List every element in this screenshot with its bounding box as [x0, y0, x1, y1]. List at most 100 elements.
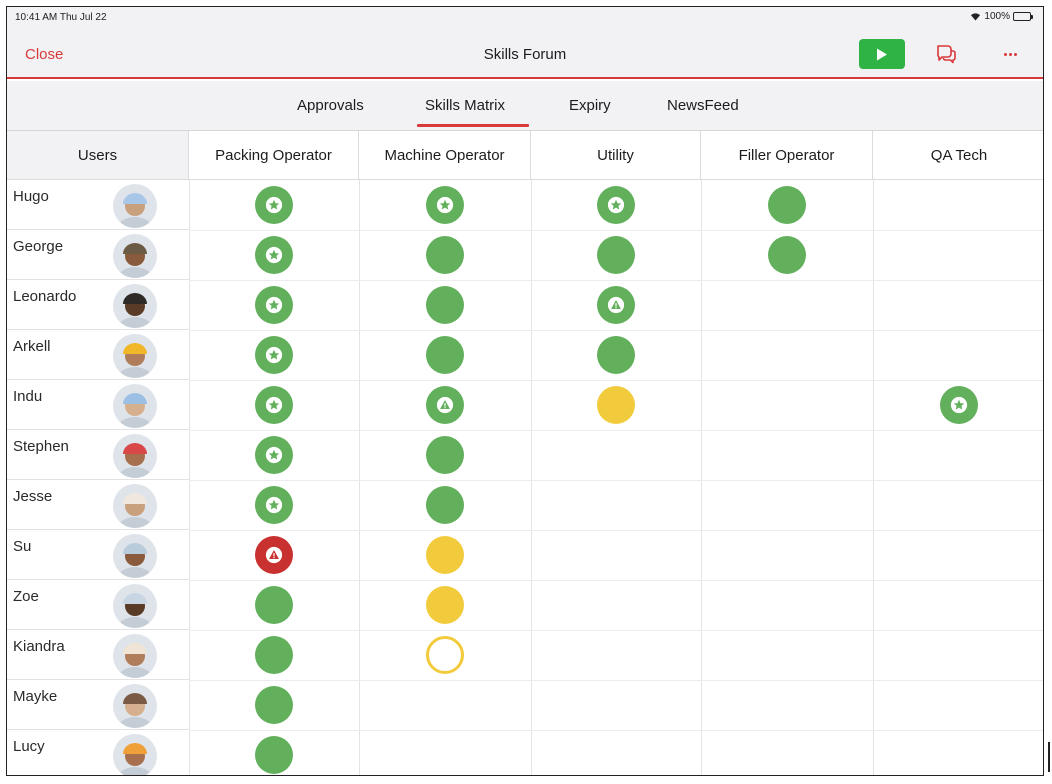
side-scroll-marker	[1048, 742, 1050, 772]
user-name: George	[13, 238, 64, 255]
warning-icon	[607, 296, 625, 314]
row-divider	[189, 280, 1043, 281]
warning-icon	[265, 546, 283, 564]
close-button[interactable]: Close	[25, 46, 64, 63]
skill-complete-marker[interactable]	[255, 686, 293, 724]
tab-approvals[interactable]: Approvals	[297, 97, 364, 114]
column-divider	[873, 180, 874, 775]
skill-complete-marker[interactable]	[426, 486, 464, 524]
user-row-indu[interactable]: Indu	[7, 380, 189, 430]
skill-complete-marker[interactable]	[768, 236, 806, 274]
skill-star-marker[interactable]	[255, 236, 293, 274]
star-icon	[265, 496, 283, 514]
row-divider	[189, 430, 1043, 431]
skill-alert-marker[interactable]	[255, 536, 293, 574]
row-divider	[189, 530, 1043, 531]
column-header-utility: Utility	[531, 131, 701, 180]
user-name: Hugo	[13, 188, 49, 205]
avatar	[113, 684, 157, 728]
users-column-header: Users	[7, 131, 189, 180]
skill-star-marker[interactable]	[255, 386, 293, 424]
chat-bubbles-icon	[937, 45, 956, 64]
column-header-qa-tech: QA Tech	[873, 131, 1043, 180]
star-icon	[265, 246, 283, 264]
skill-warning-marker[interactable]	[426, 386, 464, 424]
user-name: Stephen	[13, 438, 69, 455]
status-bar: 10:41 AM Thu Jul 22 100%	[7, 7, 1043, 29]
row-divider	[189, 230, 1043, 231]
skill-star-marker[interactable]	[255, 336, 293, 374]
user-name: Indu	[13, 388, 43, 405]
row-divider	[189, 680, 1043, 681]
tab-bar: Approvals Skills Matrix Expiry NewsFeed	[7, 81, 1043, 131]
user-name: Lucy	[13, 738, 45, 755]
user-row-zoe[interactable]: Zoe	[7, 580, 189, 630]
skills-matrix-grid: Users Packing Operator Machine Operator Ut…	[7, 131, 1043, 775]
user-name: Arkell	[13, 338, 51, 355]
app-window: 10:41 AM Thu Jul 22 100% Close Skills Fo…	[6, 6, 1044, 776]
skill-complete-marker[interactable]	[255, 586, 293, 624]
nav-bar: Close Skills Forum	[7, 29, 1043, 79]
user-name: Zoe	[13, 588, 39, 605]
user-row-arkell[interactable]: Arkell	[7, 330, 189, 380]
skill-complete-marker[interactable]	[426, 436, 464, 474]
chat-button[interactable]	[933, 41, 959, 67]
avatar	[113, 234, 157, 278]
tab-expiry[interactable]: Expiry	[569, 97, 611, 114]
avatar	[113, 334, 157, 378]
skill-in-progress-marker[interactable]	[426, 536, 464, 574]
skill-complete-marker[interactable]	[768, 186, 806, 224]
user-row-mayke[interactable]: Mayke	[7, 680, 189, 730]
avatar	[113, 434, 157, 478]
skill-star-marker[interactable]	[255, 486, 293, 524]
skill-complete-marker[interactable]	[597, 236, 635, 274]
skill-star-marker[interactable]	[255, 186, 293, 224]
warning-icon	[436, 396, 454, 414]
skill-star-marker[interactable]	[597, 186, 635, 224]
more-dot-icon	[1008, 52, 1012, 56]
matrix-header-row: Users Packing Operator Machine Operator Ut…	[7, 131, 1043, 180]
user-row-george[interactable]: George	[7, 230, 189, 280]
user-row-su[interactable]: Su	[7, 530, 189, 580]
skill-complete-marker[interactable]	[255, 736, 293, 774]
tab-newsfeed[interactable]: NewsFeed	[667, 97, 739, 114]
skill-complete-marker[interactable]	[426, 286, 464, 324]
skill-pending-marker[interactable]	[426, 636, 464, 674]
skill-star-marker[interactable]	[940, 386, 978, 424]
skill-star-marker[interactable]	[255, 286, 293, 324]
user-row-leonardo[interactable]: Leonardo	[7, 280, 189, 330]
row-divider	[189, 380, 1043, 381]
status-time: 10:41 AM Thu Jul 22	[15, 12, 107, 23]
avatar	[113, 734, 157, 775]
avatar	[113, 584, 157, 628]
avatar	[113, 284, 157, 328]
avatar	[113, 484, 157, 528]
row-divider	[189, 730, 1043, 731]
skill-complete-marker[interactable]	[255, 636, 293, 674]
battery-percent: 100%	[984, 11, 1010, 22]
user-name: Mayke	[13, 688, 58, 705]
battery-icon	[1013, 12, 1033, 21]
tab-skills-matrix[interactable]: Skills Matrix	[425, 97, 506, 114]
skill-star-marker[interactable]	[426, 186, 464, 224]
skill-star-marker[interactable]	[255, 436, 293, 474]
user-row-hugo[interactable]: Hugo	[7, 180, 189, 230]
skill-in-progress-marker[interactable]	[426, 586, 464, 624]
user-row-jesse[interactable]: Jesse	[7, 480, 189, 530]
column-header-packing-operator: Packing Operator	[189, 131, 359, 180]
skill-warning-marker[interactable]	[597, 286, 635, 324]
skill-in-progress-marker[interactable]	[597, 386, 635, 424]
column-divider	[359, 180, 360, 775]
user-name: Jesse	[13, 488, 53, 505]
skill-complete-marker[interactable]	[426, 336, 464, 374]
user-name: Su	[13, 538, 32, 555]
star-icon	[265, 396, 283, 414]
more-options-button[interactable]	[997, 41, 1023, 67]
skill-complete-marker[interactable]	[597, 336, 635, 374]
user-row-lucy[interactable]: Lucy	[7, 730, 189, 775]
skill-complete-marker[interactable]	[426, 236, 464, 274]
user-row-stephen[interactable]: Stephen	[7, 430, 189, 480]
user-row-kiandra[interactable]: Kiandra	[7, 630, 189, 680]
play-button[interactable]	[859, 39, 905, 69]
column-header-machine-operator: Machine Operator	[359, 131, 531, 180]
